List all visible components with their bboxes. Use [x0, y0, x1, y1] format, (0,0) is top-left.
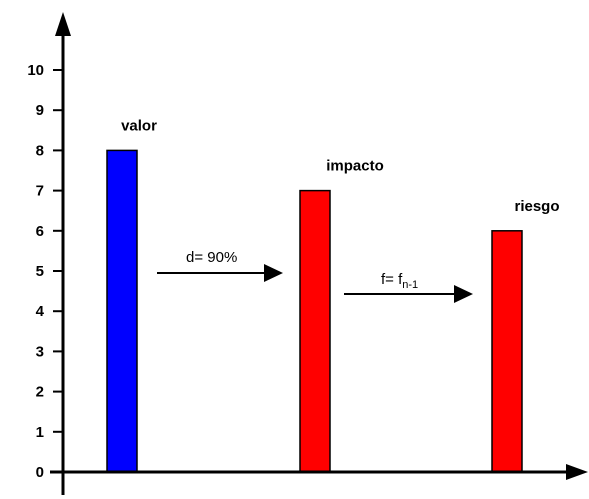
y-axis-arrowhead	[55, 12, 71, 36]
y-tick-label: 9	[36, 102, 44, 119]
y-tick-label: 5	[36, 263, 44, 280]
bar-impacto	[299, 189, 331, 473]
annotation-label-1: d= 90%	[186, 249, 237, 266]
x-axis-arrowhead	[566, 464, 588, 480]
bars-group	[106, 149, 523, 473]
bar-labels-group: valor impacto riesgo	[121, 117, 559, 214]
bar-valor	[106, 149, 138, 473]
bar-label-impacto: impacto	[326, 158, 384, 175]
y-tick-label: 3	[36, 343, 44, 360]
y-tick-label: 1	[36, 424, 44, 441]
bar-label-riesgo: riesgo	[514, 198, 559, 215]
y-tick-label: 2	[36, 384, 44, 401]
y-tick-label: 10	[27, 62, 44, 79]
annotation-label-2-main: f= f	[381, 271, 403, 288]
y-tick-label: 8	[36, 142, 44, 159]
annotation-label-2-subscript: n-1	[402, 279, 418, 291]
y-tick-label: 4	[36, 303, 45, 320]
annotation-arrow-1: d= 90%	[157, 249, 283, 282]
bar-label-valor: valor	[121, 117, 157, 134]
y-tick-label: 6	[36, 223, 44, 240]
y-ticks-group: 0 1 2 3 4 5 6 7 8 9 10	[27, 62, 63, 481]
annotation-label-2: f= fn-1	[381, 271, 418, 291]
y-tick-label: 7	[36, 183, 44, 200]
y-tick-label: 0	[36, 464, 44, 481]
bar-riesgo	[491, 230, 523, 473]
annotation-arrow-2: f= fn-1	[344, 271, 473, 303]
